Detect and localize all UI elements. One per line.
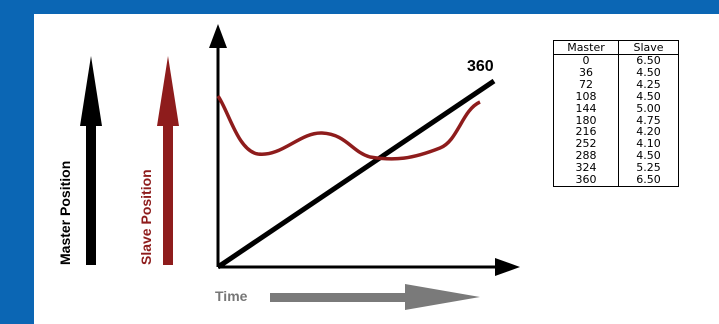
slave-cell: 4.25 xyxy=(636,77,661,91)
master-cell: 288 xyxy=(553,150,619,163)
table-row: 144 5.00 xyxy=(553,101,679,115)
table-row: 252 4.10 xyxy=(553,137,679,151)
master-cell: 108 xyxy=(553,90,619,103)
slave-cell: 4.20 xyxy=(636,125,661,139)
master-cell: 360 xyxy=(553,173,619,187)
table-row: 108 4.50 xyxy=(553,89,679,103)
master-cell: 252 xyxy=(553,138,619,151)
slave-cell: 6.50 xyxy=(636,54,661,67)
time-arrow xyxy=(270,284,480,310)
cam-table: Master Slave 0 6.50 36 4.50 72 4.25 108 4.50… xyxy=(553,40,679,187)
table-row: 0 6.50 xyxy=(553,54,679,67)
master-cell: 324 xyxy=(553,162,619,175)
plot-axes xyxy=(209,24,520,276)
column-header-slave: Slave xyxy=(618,40,679,55)
table-header-row: Master Slave xyxy=(553,40,679,55)
table-row: 360 6.50 xyxy=(553,173,679,187)
slave-position-curve xyxy=(216,95,481,161)
slave-cell: 4.50 xyxy=(636,149,661,163)
table-row: 216 4.20 xyxy=(553,125,679,139)
table-row: 180 4.75 xyxy=(553,113,679,127)
column-header-master: Master xyxy=(553,40,619,55)
slave-cell: 4.10 xyxy=(636,137,661,151)
table-row: 288 4.50 xyxy=(553,149,679,163)
slave-position-label: Slave Position xyxy=(138,169,154,265)
slave-cell: 4.50 xyxy=(636,65,661,79)
master-cell: 72 xyxy=(553,78,619,91)
slave-cell: 5.00 xyxy=(636,101,661,115)
master-cell: 36 xyxy=(553,67,619,79)
table-row: 324 5.25 xyxy=(553,161,679,175)
slave-position-arrow xyxy=(157,56,179,265)
table-row: 36 4.50 xyxy=(553,65,679,79)
master-position-line xyxy=(216,78,496,270)
master-position-arrow xyxy=(80,56,102,265)
master-cell: 180 xyxy=(553,114,619,127)
master-cell: 216 xyxy=(553,126,619,139)
master-cell: 0 xyxy=(553,54,619,67)
table-row: 72 4.25 xyxy=(553,77,679,91)
slave-cell: 4.50 xyxy=(636,89,661,103)
slave-cell: 6.50 xyxy=(636,173,661,187)
slave-cell: 5.25 xyxy=(636,161,661,175)
slave-cell: 4.75 xyxy=(636,113,661,127)
master-position-label: Master Position xyxy=(57,160,73,265)
peak-value-label: 360 xyxy=(467,58,494,75)
time-label: Time xyxy=(215,288,248,304)
master-cell: 144 xyxy=(553,102,619,115)
